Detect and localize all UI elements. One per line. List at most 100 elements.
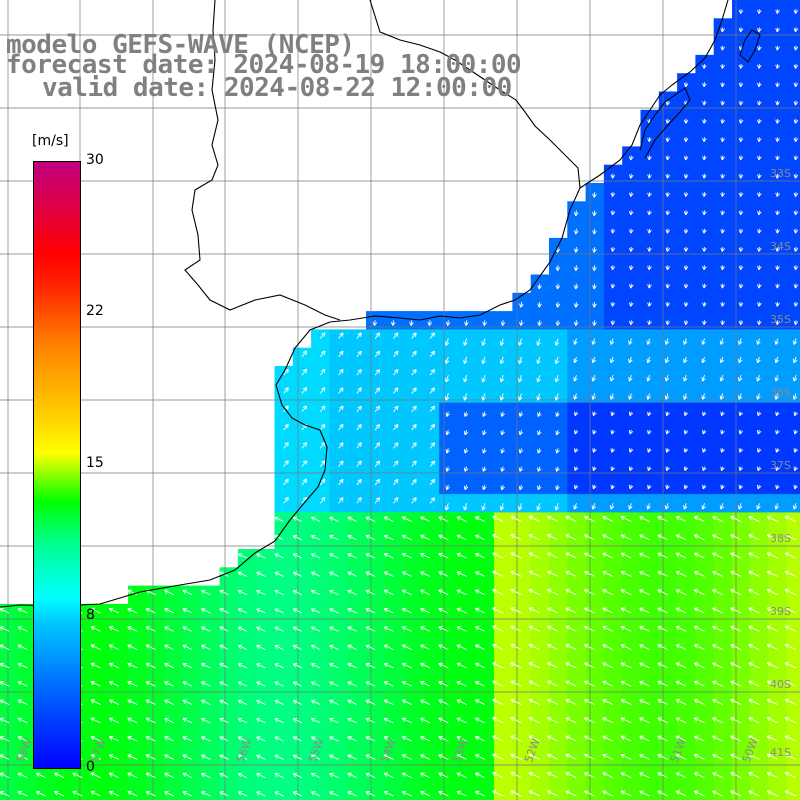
wind-arrow-head (274, 645, 278, 649)
wind-cell (732, 750, 751, 770)
wind-arrow-head (712, 589, 716, 594)
wind-arrow-head (256, 700, 260, 704)
wind-cell (512, 530, 532, 550)
wind-cell (549, 512, 568, 532)
wind-cell (183, 622, 202, 642)
wind-arrow-head (492, 790, 496, 795)
wind-arrow (602, 516, 614, 522)
wind-arrow (219, 718, 229, 724)
wind-arrow (694, 754, 705, 760)
wind-arrow (775, 393, 779, 400)
wind-arrow-head (510, 717, 514, 722)
wind-arrow (429, 460, 435, 467)
wind-arrow-head (794, 430, 798, 435)
wind-arrow-head (464, 450, 469, 454)
wind-arrow-head (721, 412, 725, 417)
wind-arrow-head (795, 28, 799, 33)
wind-arrow-head (792, 505, 795, 510)
wind-arrow-head (721, 211, 725, 216)
wind-arrow-head (693, 516, 698, 521)
wind-arrow (219, 791, 229, 797)
wind-arrow-head (565, 772, 569, 777)
wind-arrow-head (274, 608, 278, 613)
wind-arrow-head (757, 247, 760, 252)
wind-arrow-head (775, 506, 779, 510)
wind-cell (622, 622, 642, 642)
wind-arrow-head (444, 359, 447, 364)
wind-arrow-head (108, 754, 113, 759)
wind-arrow (374, 369, 380, 376)
wind-cell (585, 530, 605, 550)
wind-arrow-head (702, 449, 707, 453)
wind-cell (402, 695, 422, 715)
wind-arrow-head (720, 211, 723, 216)
wind-arrow-head (323, 478, 326, 484)
wind-arrow (420, 516, 431, 522)
wind-arrow (766, 790, 778, 797)
wind-arrow-head (738, 378, 743, 382)
wind-arrow-head (702, 211, 705, 216)
wind-arrow-head (757, 341, 761, 345)
wind-cell (750, 713, 770, 733)
wind-cell (640, 768, 660, 788)
wind-cell (677, 768, 696, 788)
wind-arrow-head (776, 211, 780, 216)
wind-arrow-head (793, 9, 796, 14)
wind-arrow-head (554, 396, 557, 401)
wind-cell (237, 750, 257, 770)
wind-arrow-head (447, 322, 451, 326)
uruguay-border (184, 0, 341, 321)
wind-cell (329, 549, 349, 568)
wind-arrow-head (776, 46, 780, 51)
wind-arrow-head (793, 247, 796, 252)
wind-arrow-head (482, 467, 484, 472)
wind-cell (329, 768, 349, 788)
wind-arrow-head (738, 396, 743, 400)
wind-arrow (730, 552, 742, 559)
wind-arrow-head (341, 424, 344, 429)
wind-arrow-head (748, 662, 752, 667)
wind-cell (658, 695, 678, 715)
wind-arrow (127, 663, 138, 669)
wind-arrow-head (518, 397, 523, 401)
wind-arrow-head (592, 248, 595, 253)
wind-arrow-head (720, 174, 723, 179)
wind-arrow (383, 736, 394, 742)
wind-arrow-head (72, 772, 76, 777)
wind-arrow-head (237, 663, 241, 668)
wind-arrow-head (667, 302, 671, 307)
wind-arrow (675, 552, 687, 559)
wind-arrow-head (647, 411, 649, 416)
wind-arrow-head (757, 174, 760, 179)
wind-arrow-head (665, 430, 668, 435)
wind-arrow-head (394, 442, 399, 445)
wind-arrow (311, 718, 321, 724)
wind-arrow (463, 338, 468, 346)
wind-arrow (145, 736, 156, 742)
wind-arrow-head (164, 718, 168, 722)
wind-cell (658, 750, 678, 770)
wind-arrow-head (593, 212, 597, 217)
wind-arrow-head (620, 681, 624, 685)
wind-arrow (182, 754, 193, 760)
wind-arrow-head (394, 332, 399, 335)
wind-arrow-head (510, 662, 514, 667)
wind-arrow-head (775, 341, 779, 345)
wind-arrow-head (90, 754, 94, 759)
wind-arrow (592, 338, 596, 345)
wind-arrow (463, 503, 468, 511)
wind-cell (732, 567, 751, 587)
wind-arrow (383, 535, 394, 541)
wind-arrow (555, 375, 559, 383)
wind-arrow (675, 589, 687, 596)
wind-arrow-head (360, 442, 362, 447)
wind-cell (457, 695, 477, 715)
wind-arrow-head (323, 497, 326, 502)
wind-arrow-head (311, 700, 315, 704)
title-forecast-date: forecast date: 2024-08-19 18:00:00 (6, 50, 522, 80)
wind-arrow-head (108, 644, 113, 649)
wind-arrow (274, 626, 284, 632)
wind-cell (201, 750, 221, 770)
wind-arrow-head (620, 662, 624, 667)
wind-arrow-head (465, 322, 469, 326)
